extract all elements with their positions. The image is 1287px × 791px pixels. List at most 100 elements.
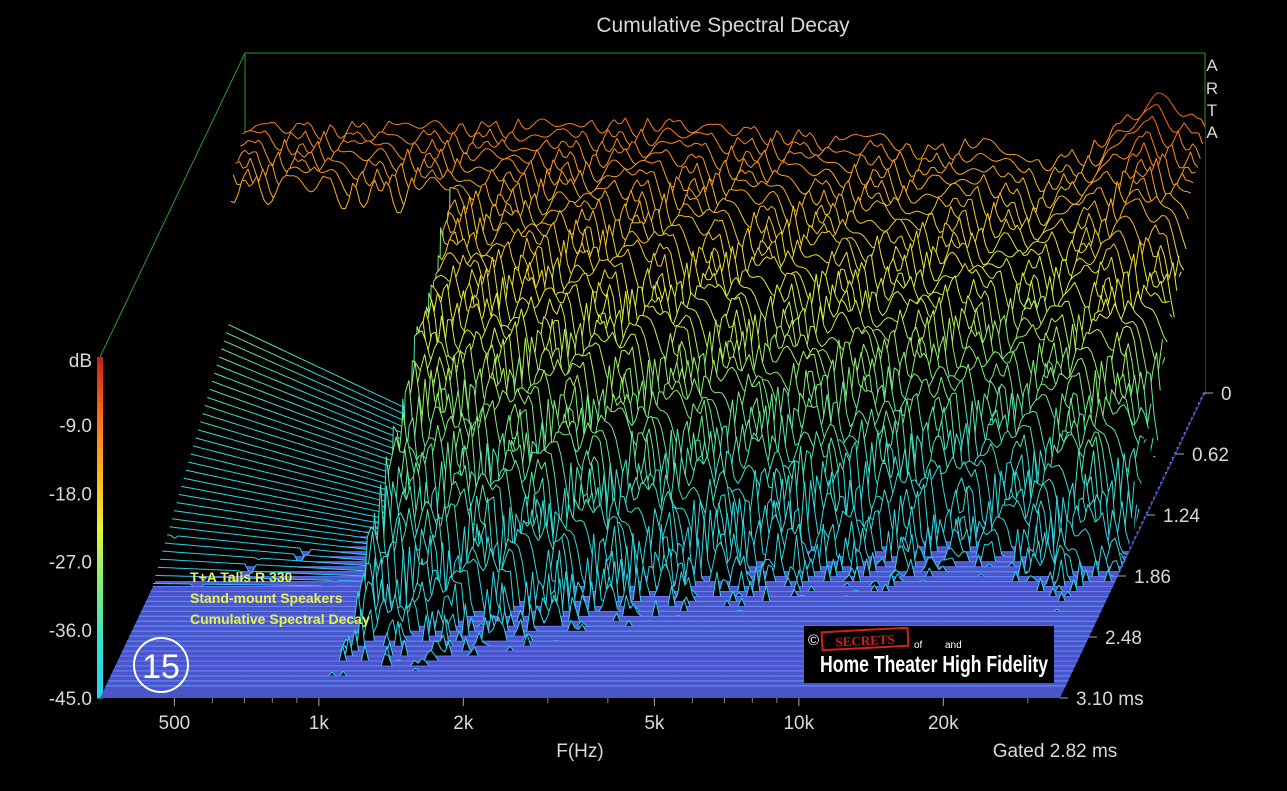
slice-segment [1098,156,1104,165]
slice-segment [605,149,610,153]
slice-segment [924,178,929,185]
slice-segment [569,122,574,125]
slice-segment [912,153,918,160]
slice-segment [493,136,498,144]
slice-segment [1061,164,1067,172]
slice-segment [776,163,782,173]
slice-segment [550,179,555,186]
slice-segment [532,120,538,126]
slice-segment [1032,173,1037,185]
slice-segment [922,193,927,197]
slice-segment [857,134,862,137]
slice-segment [456,137,461,149]
slice-segment [443,169,448,177]
color-scale-step [97,538,103,547]
slice-segment [728,132,733,137]
slice-segment [504,133,509,142]
slice-segment [570,134,576,138]
slice-segment [501,158,506,161]
slice-segment [865,135,870,138]
slice-segment [489,128,495,138]
color-scale-step [97,410,103,419]
slice-segment [558,148,564,157]
color-scale-step [97,455,103,464]
slice-segment [519,140,524,142]
slice-segment [1085,179,1090,184]
slice-segment [572,140,577,148]
slice-segment [499,129,504,137]
slice-segment [1042,166,1047,171]
slice-segment [1142,131,1147,138]
slice-segment [426,152,431,155]
slice-segment [942,179,948,184]
slice-segment [909,144,914,154]
slice-segment [470,135,475,138]
slice-segment [600,187,604,190]
slice-segment [816,144,822,151]
slice-segment [654,130,659,132]
slice-segment [874,185,879,188]
slice-segment [851,153,856,156]
slice-segment [926,167,932,175]
slice-segment [407,122,412,126]
slice-segment [622,132,628,142]
slice-segment [858,150,864,156]
slice-segment [990,193,996,199]
color-scale-step [97,607,103,616]
slice-segment [996,172,1002,178]
slice-segment [347,120,353,129]
slice-segment [741,169,746,174]
slice-segment [682,165,687,169]
slice-segment [889,159,895,169]
slice-segment [838,163,843,168]
slice-segment [844,150,849,153]
slice-segment [760,149,766,157]
slice-segment [697,143,703,146]
slice-segment [1050,166,1056,175]
slice-segment [1144,119,1149,122]
slice-segment [740,189,745,191]
slice-segment [711,132,716,139]
slice-segment [651,152,656,155]
slice-segment [614,148,619,154]
slice-segment [459,123,463,125]
slice-segment [1168,144,1173,148]
slice-segment [317,141,322,154]
slice-segment [773,148,779,159]
slice-segment [603,163,608,169]
slice-segment [977,186,982,202]
slice-segment [766,175,772,183]
slice-segment [861,135,866,138]
slice-segment [1071,149,1077,157]
slice-segment [999,192,1005,203]
slice-segment [1032,266,1037,269]
slice-segment [508,131,513,135]
slice-segment [692,131,697,134]
slice-segment [545,135,550,138]
slice-segment [501,138,507,146]
slice-segment [1049,165,1054,171]
slice-segment [1183,190,1188,193]
slice-segment [727,145,732,158]
slice-segment [625,148,630,157]
slice-segment [679,139,684,145]
color-scale-step [97,637,103,646]
slice-segment [939,175,944,181]
slice-segment [951,182,956,185]
slice-segment [304,152,309,158]
slice-segment [1147,106,1152,111]
slice-segment [855,154,860,156]
slice-segment [1119,118,1125,124]
slice-segment [336,135,342,139]
color-scale-step [97,485,103,494]
slice-segment [1028,168,1034,175]
slice-segment [1026,186,1031,200]
slice-segment [1169,126,1174,133]
slice-segment [1046,206,1051,209]
slice-segment [460,166,465,172]
slice-segment [411,162,416,172]
slice-segment [1058,171,1063,173]
slice-segment [553,146,559,150]
slice-segment [557,191,561,193]
slice-segment [1060,154,1066,158]
